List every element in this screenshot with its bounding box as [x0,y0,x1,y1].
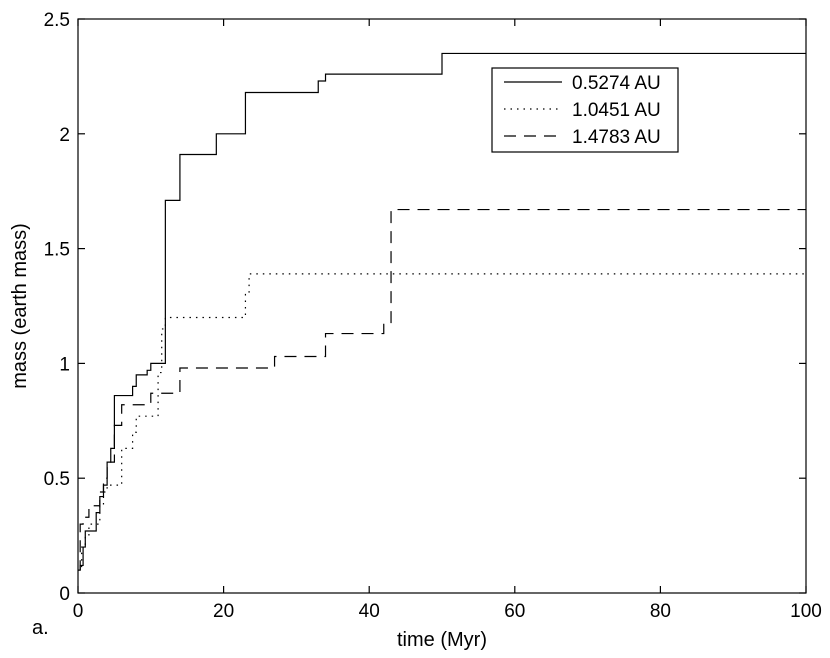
series-line-3 [78,208,806,571]
y-tick-label: 0.5 [44,469,70,490]
x-axis-label: time (Myr) [397,629,487,651]
panel-label: a. [32,617,49,639]
x-tick-label: 20 [213,601,234,622]
series-lines [78,52,806,571]
y-tick-label: 0 [59,584,70,605]
y-tick-label: 1.5 [44,240,70,261]
x-tick-label: 80 [650,601,671,622]
legend: 0.5274 AU 1.0451 AU 1.4783 AU [491,67,679,153]
axis-tick-labels: 0 20 40 60 80 100 0 0.5 1 1.5 2 2.5 [44,10,822,622]
legend-label-2: 1.0451 AU [572,100,661,121]
y-tick-label: 2.5 [44,10,70,31]
x-tick-label: 40 [359,601,380,622]
x-tick-label: 60 [504,601,525,622]
legend-label-3: 1.4783 AU [572,127,661,148]
series-line-2 [78,273,806,571]
y-tick-label: 1 [59,354,70,375]
plot-area [77,18,807,594]
y-axis-label: mass (earth mass) [9,223,31,389]
x-tick-label: 0 [73,601,84,622]
axis-ticks [77,18,807,594]
x-tick-label: 100 [790,601,822,622]
series-line-1 [78,52,806,571]
y-tick-label: 2 [59,125,70,146]
legend-label-1: 0.5274 AU [572,73,661,94]
